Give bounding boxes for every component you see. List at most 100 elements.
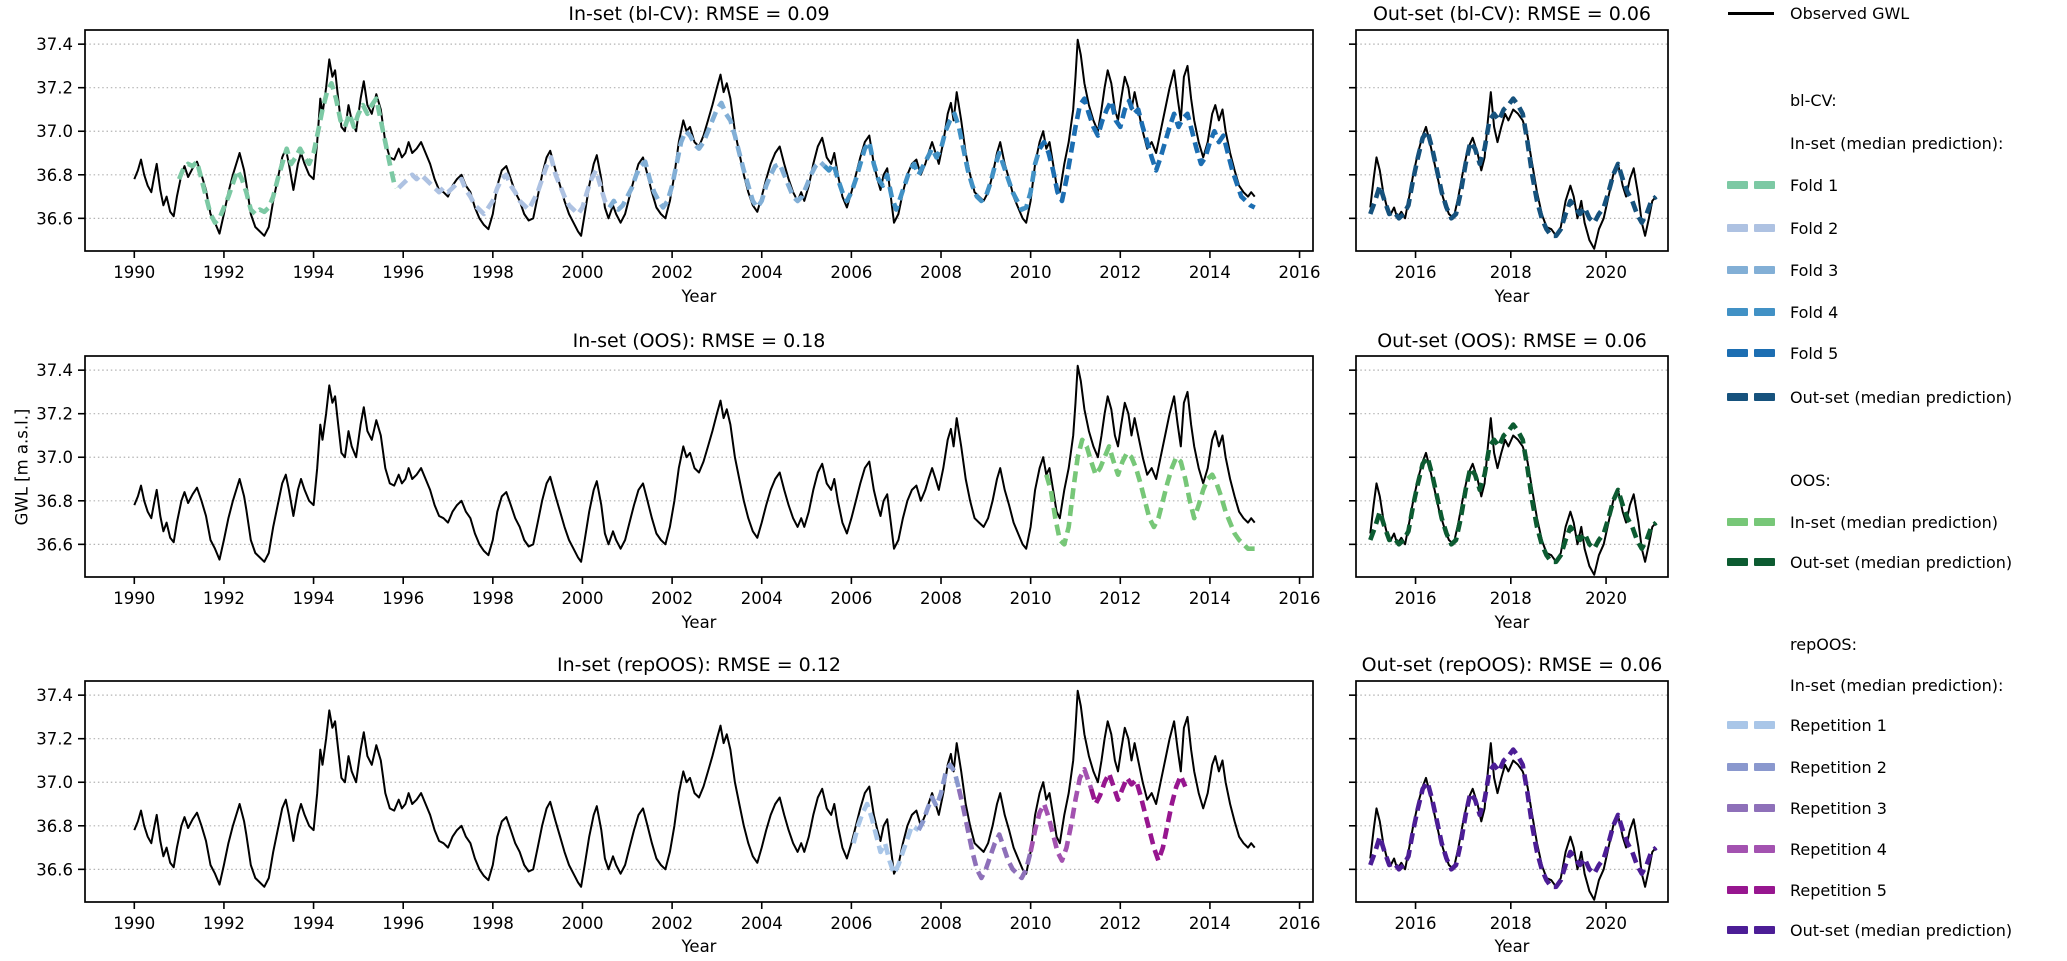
y-tick-label: 37.4 bbox=[36, 35, 73, 54]
panel-frame bbox=[84, 355, 1314, 578]
x-tick-label: 2006 bbox=[830, 263, 872, 282]
y-tick-label: 37.0 bbox=[36, 122, 73, 141]
dashed-line-swatch-icon bbox=[1726, 510, 1784, 534]
panel-inset-blcv: 1990 1992 1994 1996 1998 2000 2002 2004 2006 2008… bbox=[36, 29, 1321, 282]
legend-label: In-set (median prediction) bbox=[1790, 512, 1998, 532]
x-tick-label: 1996 bbox=[382, 914, 424, 933]
series-fold-5-line bbox=[1037, 96, 1256, 210]
legend-header-repoos-inset: In-set (median prediction): bbox=[1726, 673, 2067, 697]
dashed-line-swatch-icon bbox=[1726, 173, 1784, 197]
xlabel-inset-row2: Year bbox=[681, 613, 717, 632]
y-tick-label: 36.6 bbox=[36, 209, 73, 228]
y-tick-label: 37.2 bbox=[36, 79, 73, 98]
y-tick-label: 37.4 bbox=[36, 361, 73, 380]
legend-fold-3: Fold 3 bbox=[1726, 258, 2067, 282]
legend-fold-2: Fold 2 bbox=[1726, 216, 2067, 240]
x-tick-label: 2016 bbox=[1395, 589, 1437, 608]
solid-line-swatch-icon bbox=[1726, 1, 1784, 25]
x-tick-label: 2012 bbox=[1099, 589, 1141, 608]
x-tick-label: 2010 bbox=[1010, 914, 1052, 933]
x-tick-label: 2014 bbox=[1189, 589, 1231, 608]
legend-label: Fold 2 bbox=[1790, 218, 1839, 238]
dashed-line-swatch-icon bbox=[1726, 713, 1784, 737]
legend-label: Fold 3 bbox=[1790, 260, 1839, 280]
title-outset-repoos: Out-set (repOOS): RMSE = 0.06 bbox=[1361, 654, 1663, 676]
xlabel-inset-row3: Year bbox=[681, 937, 717, 956]
legend-repetition-5: Repetition 5 bbox=[1726, 878, 2067, 902]
legend-label: In-set (median prediction): bbox=[1790, 133, 2004, 153]
x-tick-label: 1994 bbox=[293, 914, 335, 933]
x-tick-label: 2012 bbox=[1099, 914, 1141, 933]
xlabel-outset-row3: Year bbox=[1494, 937, 1530, 956]
panel-frame bbox=[1355, 29, 1669, 252]
legend-header-bl-cv: bl-CV: bbox=[1726, 88, 2067, 112]
y-tick-label: 37.2 bbox=[36, 730, 73, 749]
legend-label: Repetition 1 bbox=[1790, 715, 1887, 735]
legend-label: In-set (median prediction): bbox=[1790, 675, 2004, 695]
series-repetition-3-line bbox=[956, 788, 1033, 881]
panel-inset-oos: 1990 1992 1994 1996 1998 2000 2002 2004 2006 2008… bbox=[36, 355, 1321, 608]
legend-label: Repetition 3 bbox=[1790, 798, 1887, 818]
legend: Observed GWL bl-CV: In-set (median predict… bbox=[1726, 0, 2067, 961]
legend-label: Repetition 5 bbox=[1790, 880, 1887, 900]
legend-fold-4: Fold 4 bbox=[1726, 300, 2067, 324]
observed-gwl-line bbox=[133, 364, 1256, 563]
x-tick-label: 2008 bbox=[920, 589, 962, 608]
legend-header-repoos: repOOS: bbox=[1726, 632, 2067, 656]
series-repetition-1-line bbox=[851, 801, 920, 876]
x-tick-label: 2004 bbox=[741, 914, 783, 933]
x-tick-label: 2014 bbox=[1189, 263, 1231, 282]
legend-repoos-out-set: Out-set (median prediction) bbox=[1726, 918, 2067, 942]
x-tick-label: 2004 bbox=[741, 263, 783, 282]
x-tick-label: 1992 bbox=[203, 263, 245, 282]
x-tick-label: 2016 bbox=[1279, 914, 1321, 933]
x-tick-label: 1990 bbox=[113, 589, 155, 608]
x-tick-label: 1992 bbox=[203, 589, 245, 608]
legend-label: Out-set (median prediction) bbox=[1790, 920, 2013, 940]
ylabel-gwl: GWL [m a.s.l.] bbox=[12, 408, 32, 526]
panel-outset-blcv: 2016 2018 2020 bbox=[1349, 29, 1669, 282]
series-oos-inset-line bbox=[1044, 437, 1255, 551]
y-tick-label: 36.8 bbox=[36, 817, 73, 836]
title-inset-blcv: In-set (bl-CV): RMSE = 0.09 bbox=[568, 3, 830, 25]
series-repoos-outset-line bbox=[1368, 747, 1658, 890]
x-tick-label: 2002 bbox=[651, 589, 693, 608]
xlabel-inset-row1: Year bbox=[681, 287, 717, 306]
dashed-line-swatch-icon bbox=[1726, 300, 1784, 324]
x-tick-label: 2016 bbox=[1395, 914, 1437, 933]
observed-gwl-line bbox=[133, 689, 1256, 888]
legend-repetition-1: Repetition 1 bbox=[1726, 713, 2067, 737]
title-inset-repoos: In-set (repOOS): RMSE = 0.12 bbox=[557, 654, 841, 676]
x-tick-label: 2018 bbox=[1490, 914, 1532, 933]
x-tick-label: 2010 bbox=[1010, 263, 1052, 282]
y-tick-label: 37.0 bbox=[36, 448, 73, 467]
title-outset-oos: Out-set (OOS): RMSE = 0.06 bbox=[1377, 330, 1647, 352]
series-fold-1-line bbox=[176, 81, 399, 225]
x-tick-label: 2016 bbox=[1279, 263, 1321, 282]
dashed-line-swatch-icon bbox=[1726, 258, 1784, 282]
dashed-line-swatch-icon bbox=[1726, 385, 1784, 409]
dashed-line-swatch-icon bbox=[1726, 755, 1784, 779]
x-tick-label: 2008 bbox=[920, 914, 962, 933]
x-tick-label: 2000 bbox=[561, 263, 603, 282]
x-tick-label: 2016 bbox=[1395, 263, 1437, 282]
x-tick-label: 2000 bbox=[561, 589, 603, 608]
x-tick-label: 2012 bbox=[1099, 263, 1141, 282]
x-tick-label: 1994 bbox=[293, 589, 335, 608]
dashed-line-swatch-icon bbox=[1726, 341, 1784, 365]
legend-label: Fold 1 bbox=[1790, 175, 1839, 195]
legend-label: Repetition 2 bbox=[1790, 757, 1887, 777]
x-tick-label: 2018 bbox=[1490, 589, 1532, 608]
y-tick-label: 36.6 bbox=[36, 535, 73, 554]
legend-label: Fold 5 bbox=[1790, 343, 1839, 363]
panel-inset-repoos: 1990 1992 1994 1996 1998 2000 2002 2004 2006 2008… bbox=[36, 680, 1321, 933]
legend-label: repOOS: bbox=[1790, 634, 1857, 654]
x-tick-label: 2000 bbox=[561, 914, 603, 933]
legend-repetition-3: Repetition 3 bbox=[1726, 796, 2067, 820]
x-tick-label: 1998 bbox=[472, 263, 514, 282]
series-fold-3-line bbox=[607, 100, 827, 212]
legend-label: Repetition 4 bbox=[1790, 839, 1887, 859]
dashed-line-swatch-icon bbox=[1726, 796, 1784, 820]
x-tick-label: 1990 bbox=[113, 263, 155, 282]
